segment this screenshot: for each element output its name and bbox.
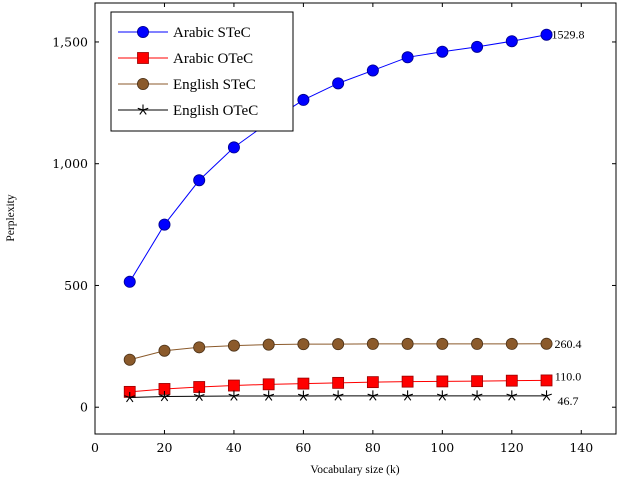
legend-entry-arabic-stec: Arabic STeC	[118, 25, 251, 41]
legend-entry-arabic-otec: Arabic OTeC	[118, 51, 253, 67]
data-point	[297, 390, 309, 401]
data-point	[123, 275, 136, 288]
axis-ticks: 0 20 40 60 80 100 120 140 0 500 1,000 1,500	[52, 3, 616, 455]
legend-label: Arabic OTeC	[173, 51, 253, 67]
legend-marker	[137, 104, 149, 115]
y-tick-label: 0	[80, 400, 88, 415]
plot-frame	[94, 2, 617, 435]
data-point	[366, 337, 379, 350]
x-tick-label: 0	[91, 440, 99, 455]
legend: Arabic STeC Arabic OTeC English STeC Englis…	[110, 11, 294, 132]
data-point	[436, 45, 449, 58]
data-point	[506, 390, 518, 401]
end-value-label: 260.4	[555, 337, 582, 351]
data-point	[471, 337, 484, 350]
data-point	[436, 337, 449, 350]
data-point	[158, 218, 171, 231]
end-value-label: 110.0	[555, 369, 582, 383]
series-group	[123, 28, 553, 403]
data-point	[297, 338, 310, 351]
data-point	[227, 339, 240, 352]
data-point	[366, 376, 379, 389]
x-tick-label: 140	[569, 440, 593, 455]
data-point	[402, 390, 414, 401]
y-tick-label: 500	[64, 278, 88, 293]
data-point	[540, 374, 553, 387]
data-point	[159, 390, 170, 402]
data-point	[505, 35, 518, 48]
data-point	[401, 51, 414, 64]
data-point	[262, 338, 275, 351]
data-point	[263, 390, 275, 401]
data-point	[297, 377, 310, 390]
legend-label: English STeC	[173, 77, 256, 93]
data-point	[471, 40, 484, 53]
data-point	[332, 390, 344, 401]
end-value-label: 46.7	[558, 394, 579, 408]
data-point	[471, 390, 483, 401]
data-point	[366, 64, 379, 77]
legend-label: English OTeC	[173, 103, 258, 119]
data-point	[332, 77, 345, 90]
data-point	[332, 338, 345, 351]
data-point	[401, 375, 414, 388]
data-point	[505, 337, 518, 350]
x-axis-title: Vocabulary size (k)	[310, 464, 399, 476]
data-point	[124, 391, 136, 403]
series-arabic-otec	[123, 374, 553, 398]
data-point	[401, 337, 414, 350]
end-labels: 1529.8 110.0 260.4 46.7	[552, 28, 585, 408]
data-point	[540, 28, 553, 41]
end-value-label: 1529.8	[552, 28, 585, 42]
data-point	[228, 390, 240, 401]
legend-marker	[136, 78, 149, 91]
x-tick-label: 60	[295, 440, 311, 455]
data-point	[297, 93, 310, 106]
legend-marker	[136, 25, 149, 38]
data-point	[505, 374, 518, 387]
series-english-otec	[124, 390, 552, 403]
data-point	[436, 375, 449, 388]
y-tick-label: 1,000	[52, 156, 88, 171]
legend-label: Arabic STeC	[173, 25, 251, 41]
x-tick-label: 120	[500, 440, 524, 455]
legend-marker	[137, 52, 149, 64]
data-point	[262, 378, 275, 391]
data-point	[228, 379, 240, 392]
data-point	[227, 141, 240, 154]
data-point	[332, 376, 345, 389]
y-axis-title: Perplexity	[5, 194, 17, 242]
legend-entry-english-stec: English STeC	[118, 77, 256, 93]
data-point	[158, 344, 171, 357]
data-point	[193, 174, 206, 187]
data-point	[193, 390, 205, 402]
data-point	[193, 341, 206, 354]
data-point	[123, 353, 136, 366]
legend-entry-english-otec: English OTeC	[118, 103, 258, 119]
data-point	[471, 375, 483, 388]
x-tick-label: 40	[226, 440, 242, 455]
x-tick-label: 80	[365, 440, 381, 455]
y-tick-label: 1,500	[52, 34, 88, 49]
data-point	[540, 337, 553, 350]
data-point	[541, 390, 552, 401]
series-english-stec	[123, 337, 553, 366]
data-point	[436, 390, 448, 401]
data-point	[367, 390, 379, 401]
x-tick-label: 20	[157, 440, 173, 455]
series-arabic-stec	[123, 28, 553, 288]
x-tick-label: 100	[430, 440, 454, 455]
